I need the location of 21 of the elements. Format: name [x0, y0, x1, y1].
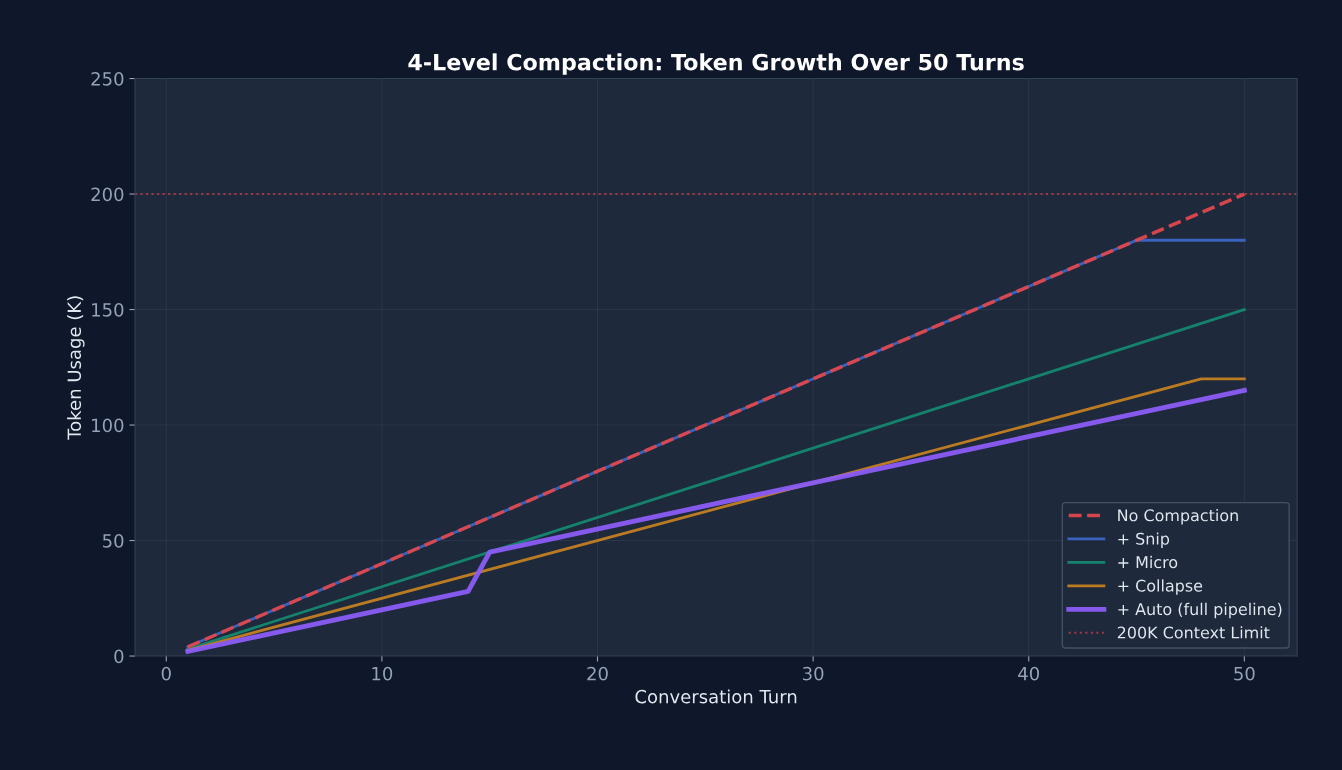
y-tick-label: 0 — [114, 649, 124, 664]
x-tick-label: 50 — [1234, 666, 1255, 681]
y-tick-label: 150 — [92, 303, 124, 317]
legend-label: + Snip — [1118, 532, 1170, 548]
y-tick-label: 250 — [91, 72, 124, 86]
x-tick-label: 20 — [587, 666, 608, 681]
legend-label: No Compaction — [1118, 508, 1238, 525]
legend-label: + Auto (full pipeline) — [1118, 602, 1282, 619]
y-axis-title: Token Usage (K) — [67, 296, 85, 440]
y-tick-label: 50 — [103, 534, 124, 548]
legend-label: + Micro — [1118, 555, 1178, 569]
x-tick-label: 10 — [372, 666, 393, 681]
x-tick-label: 0 — [161, 666, 171, 681]
legend-label: 200K Context Limit — [1117, 626, 1270, 639]
x-tick-label: 30 — [803, 666, 824, 681]
legend-label: + Collapse — [1118, 579, 1203, 595]
x-axis-title: Conversation Turn — [635, 689, 797, 704]
y-tick-label: 200 — [91, 187, 124, 202]
x-tick-label: 40 — [1018, 666, 1040, 681]
chart-title: 4-Level Compaction: Token Growth Over 50 Turns — [408, 53, 1024, 75]
y-tick-label: 100 — [92, 418, 124, 433]
